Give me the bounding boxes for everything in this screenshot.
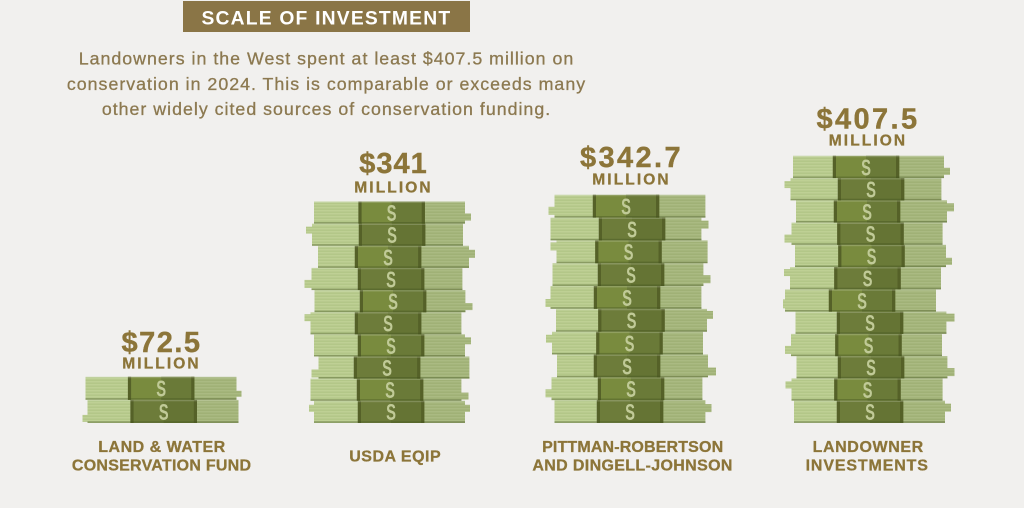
svg-text:S: S	[625, 331, 635, 357]
svg-text:S: S	[861, 155, 871, 181]
svg-text:S: S	[857, 289, 867, 315]
svg-text:S: S	[866, 222, 876, 248]
svg-text:CONSERVATION FUND: CONSERVATION FUND	[72, 458, 251, 475]
svg-text:MILLION: MILLION	[592, 172, 670, 189]
svg-text:LANDOWNER: LANDOWNER	[813, 439, 924, 456]
svg-text:S: S	[625, 400, 635, 426]
svg-text:S: S	[622, 354, 632, 380]
svg-text:S: S	[383, 311, 393, 337]
svg-text:S: S	[624, 240, 634, 266]
svg-text:S: S	[388, 289, 398, 315]
svg-text:S: S	[156, 376, 166, 402]
svg-text:S: S	[626, 263, 636, 289]
svg-text:S: S	[386, 400, 396, 426]
svg-text:S: S	[866, 355, 876, 381]
svg-text:S: S	[867, 244, 877, 270]
svg-text:S: S	[862, 200, 872, 226]
svg-text:MILLION: MILLION	[122, 356, 200, 373]
svg-text:S: S	[385, 378, 395, 404]
svg-text:S: S	[863, 378, 873, 404]
svg-text:LAND & WATER: LAND & WATER	[98, 439, 225, 456]
svg-text:S: S	[382, 356, 392, 382]
svg-text:S: S	[626, 377, 636, 403]
svg-text:SCALE OF INVESTMENT: SCALE OF INVESTMENT	[201, 9, 451, 30]
svg-text:$342.7: $342.7	[580, 142, 683, 174]
svg-text:$72.5: $72.5	[121, 327, 201, 359]
svg-text:S: S	[622, 285, 632, 311]
svg-text:INVESTMENTS: INVESTMENTS	[806, 458, 929, 475]
svg-text:$341: $341	[359, 148, 428, 180]
svg-text:S: S	[387, 223, 397, 249]
svg-text:S: S	[865, 311, 875, 337]
svg-text:S: S	[866, 177, 876, 203]
svg-text:S: S	[627, 308, 637, 334]
svg-text:S: S	[383, 245, 393, 271]
svg-text:S: S	[386, 333, 396, 359]
svg-text:S: S	[863, 266, 873, 292]
svg-text:S: S	[865, 400, 875, 426]
svg-text:S: S	[159, 399, 169, 425]
svg-text:PITTMAN-ROBERTSON: PITTMAN-ROBERTSON	[542, 439, 723, 456]
svg-text:USDA EQIP: USDA EQIP	[349, 448, 441, 465]
svg-text:AND DINGELL-JOHNSON: AND DINGELL-JOHNSON	[532, 458, 732, 475]
svg-text:S: S	[864, 333, 874, 359]
svg-text:conservation in 2024. This is: conservation in 2024. This is comparable…	[67, 74, 586, 94]
svg-text:MILLION: MILLION	[829, 132, 907, 149]
svg-text:$407.5: $407.5	[816, 104, 919, 136]
svg-text:other widely cited sources of: other widely cited sources of conservati…	[102, 99, 551, 119]
svg-text:S: S	[386, 267, 396, 293]
svg-text:S: S	[621, 194, 631, 220]
svg-text:Landowners in the West spent a: Landowners in the West spent at least $4…	[79, 49, 575, 69]
svg-text:S: S	[387, 201, 397, 227]
svg-text:S: S	[627, 217, 637, 243]
svg-text:MILLION: MILLION	[354, 180, 432, 197]
